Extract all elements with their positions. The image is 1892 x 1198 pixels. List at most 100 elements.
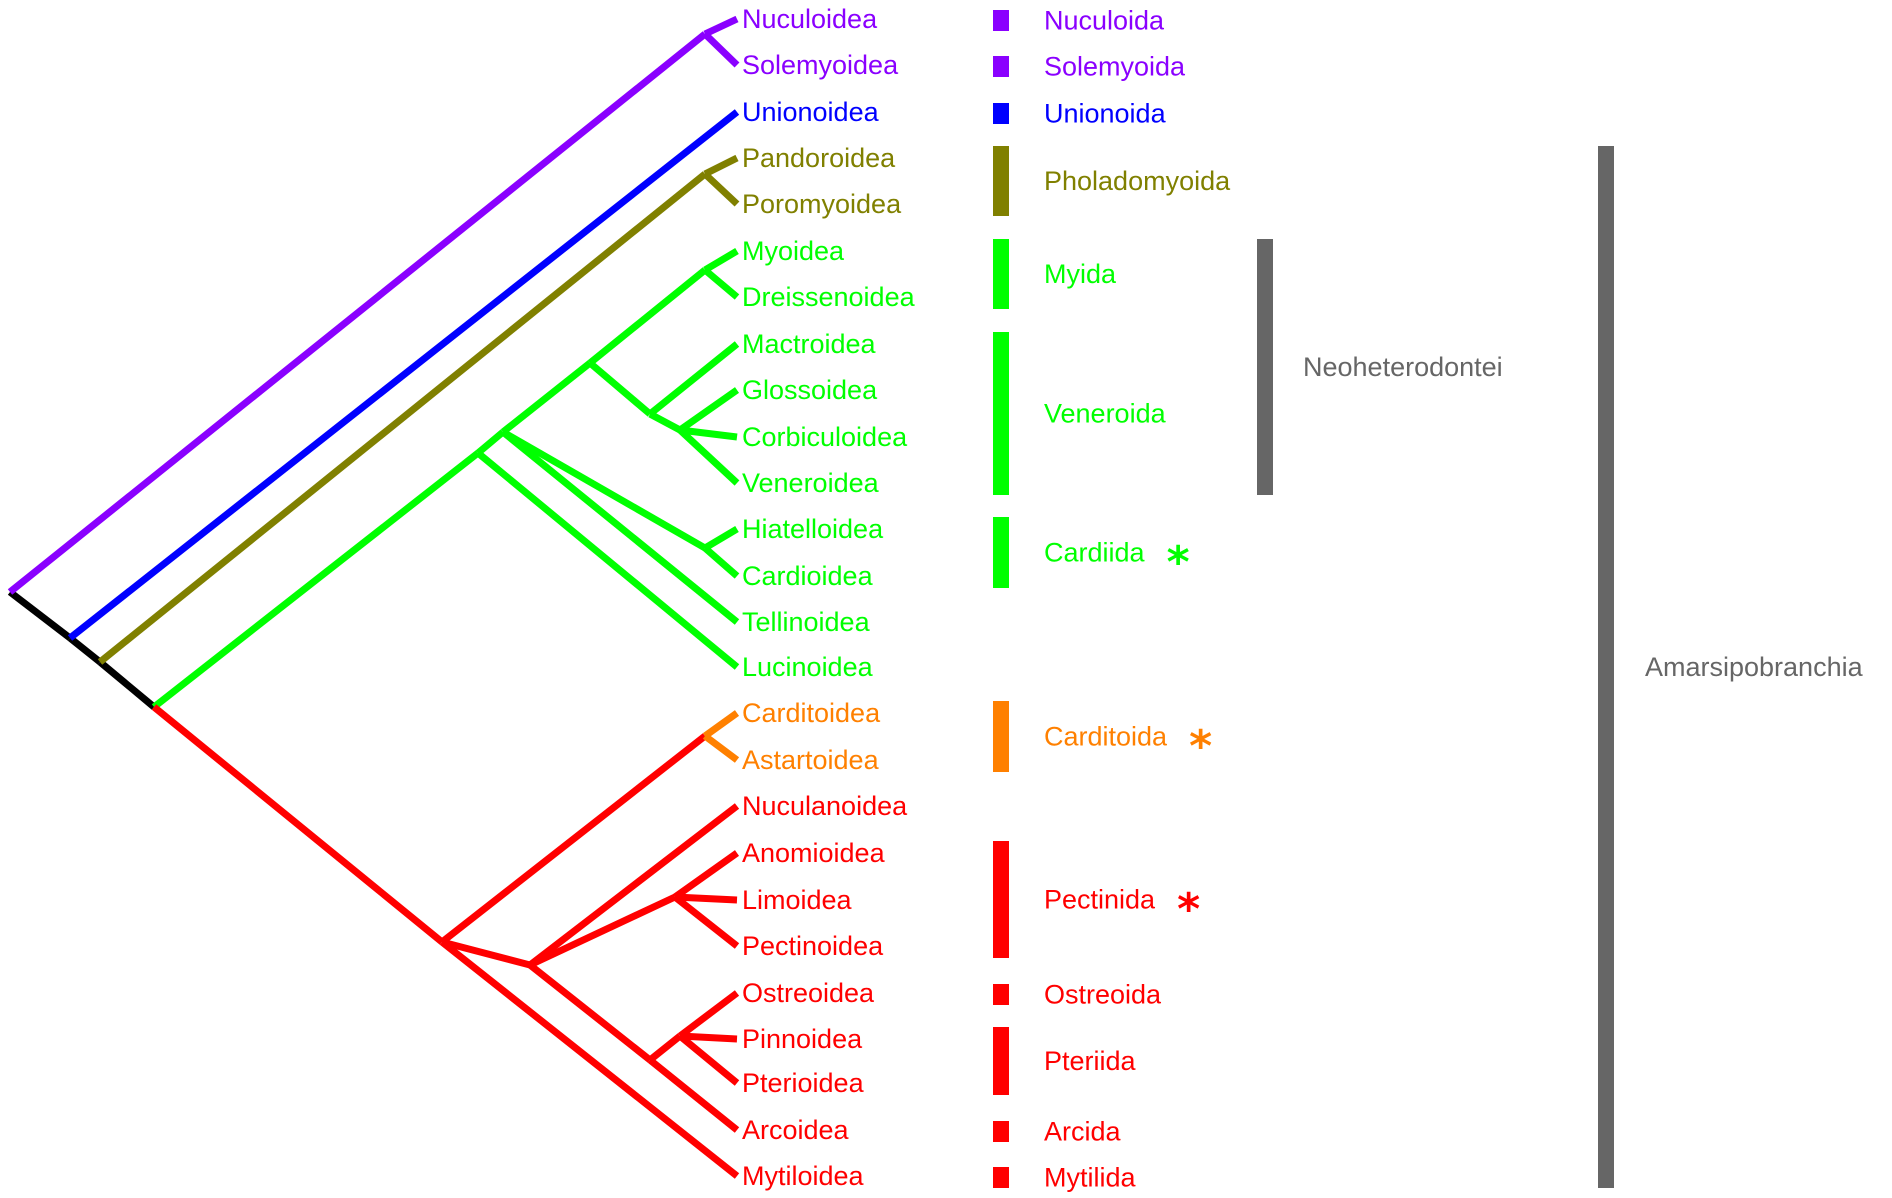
taxon-label: Arcoidea xyxy=(742,1115,850,1145)
tree-branch xyxy=(679,426,738,441)
clade-label: Neoheterodontei xyxy=(1303,352,1503,382)
tree-branch xyxy=(674,893,738,904)
tree-branch xyxy=(151,450,481,710)
order-label: Mytilida xyxy=(1044,1163,1137,1193)
taxon-label: Carditoidea xyxy=(742,698,881,728)
root-branch xyxy=(7,589,73,641)
order-label: Pteriida xyxy=(1044,1046,1137,1076)
tree-branch xyxy=(647,1057,740,1133)
tree-branch xyxy=(475,429,506,456)
tree-branch xyxy=(702,31,740,68)
order-label: Solemyoida xyxy=(1044,52,1186,82)
tree-branch xyxy=(441,938,531,969)
order-bar xyxy=(993,332,1009,495)
tree-branch xyxy=(527,803,740,968)
tree-branch xyxy=(501,428,707,552)
taxon-label: Limoidea xyxy=(742,885,853,915)
tree-branch xyxy=(679,1032,738,1043)
taxon-label: Veneroidea xyxy=(742,468,880,498)
order-label: Unionoida xyxy=(1044,99,1167,129)
taxon-label: Unionoidea xyxy=(742,97,880,127)
taxon-label: Astartoidea xyxy=(742,745,880,775)
taxon-label: Solemyoidea xyxy=(742,50,899,80)
order-bar xyxy=(993,103,1009,124)
taxon-label: Corbiculoidea xyxy=(742,422,908,452)
tree-branch xyxy=(702,545,740,579)
tree-branch xyxy=(439,939,740,1179)
tree-branch xyxy=(703,525,739,552)
star-marker: * xyxy=(1177,884,1200,935)
clade-label: Amarsipobranchia xyxy=(1645,652,1864,682)
tree-branch xyxy=(151,704,445,945)
taxon-label: Anomioidea xyxy=(742,838,886,868)
taxon-label: Nuculoidea xyxy=(742,4,878,34)
clade-bar xyxy=(1598,146,1614,1188)
tree-branch xyxy=(500,429,740,625)
order-bar xyxy=(993,10,1009,31)
taxon-label: Pandoroidea xyxy=(742,143,896,173)
taxon-label: Nuculanoidea xyxy=(742,791,908,821)
tree-branch xyxy=(703,15,739,38)
tree-branch xyxy=(475,450,740,670)
tree-branch xyxy=(703,247,739,274)
order-bar xyxy=(993,146,1009,216)
order-label: Nuculoida xyxy=(1044,6,1165,36)
taxon-label: Glossoidea xyxy=(742,375,878,405)
order-bar xyxy=(993,701,1009,772)
taxon-label: Pinnoidea xyxy=(742,1024,863,1054)
tree-branch xyxy=(587,360,653,417)
backbone-branch xyxy=(67,635,103,665)
tree-branch xyxy=(702,171,740,207)
taxon-label: Hiatelloidea xyxy=(742,514,884,544)
order-label: Veneroida xyxy=(1044,399,1167,429)
order-bar xyxy=(993,841,1009,958)
tree-branch xyxy=(67,109,740,641)
clade-bar xyxy=(1257,239,1273,495)
tree-branch xyxy=(702,267,740,300)
taxon-label: Mytiloidea xyxy=(742,1161,865,1191)
order-label: Carditoida xyxy=(1044,722,1168,752)
tree-branch xyxy=(648,410,682,434)
tree-branch xyxy=(677,427,740,486)
star-marker: * xyxy=(1189,721,1212,772)
tree-branch xyxy=(677,387,740,433)
tree-branch xyxy=(677,1033,740,1086)
order-label: Pectinida xyxy=(1044,885,1156,915)
taxon-label: Myoidea xyxy=(742,236,845,266)
order-bar xyxy=(993,984,1009,1005)
tree-branch xyxy=(702,710,740,739)
taxon-label: Dreissenoidea xyxy=(742,282,916,312)
order-label: Arcida xyxy=(1044,1117,1122,1147)
order-label: Myida xyxy=(1044,259,1117,289)
order-label: Pholadomyoida xyxy=(1044,166,1231,196)
taxon-label: Mactroidea xyxy=(742,329,877,359)
taxon-label: Pterioidea xyxy=(742,1068,865,1098)
tree-branch xyxy=(500,360,593,435)
backbone-branch xyxy=(97,659,157,710)
tree-branch xyxy=(528,893,677,969)
taxon-label: Ostreoidea xyxy=(742,978,875,1008)
star-marker: * xyxy=(1167,537,1190,588)
tree-branch xyxy=(703,154,739,178)
order-label: Ostreoida xyxy=(1044,980,1162,1010)
order-bar xyxy=(993,239,1009,309)
order-bar xyxy=(993,56,1009,77)
tree-branch xyxy=(677,990,740,1039)
taxon-label: Tellinoidea xyxy=(742,607,871,637)
taxon-label: Lucinoidea xyxy=(742,652,874,682)
order-bar xyxy=(993,1121,1009,1142)
tree-branch xyxy=(672,850,740,900)
tree-branch xyxy=(672,894,740,949)
order-bar xyxy=(993,1167,1009,1188)
order-bar xyxy=(993,1027,1009,1095)
order-bar xyxy=(993,517,1009,588)
tree-branch xyxy=(439,733,708,945)
tree-branch xyxy=(702,733,740,763)
tree-branch xyxy=(647,1033,683,1063)
tree-branch xyxy=(527,962,653,1063)
taxon-label: Poromyoidea xyxy=(742,189,902,219)
tree-branch xyxy=(587,267,708,366)
taxon-label: Cardioidea xyxy=(742,561,874,591)
tree-branch xyxy=(7,31,708,595)
